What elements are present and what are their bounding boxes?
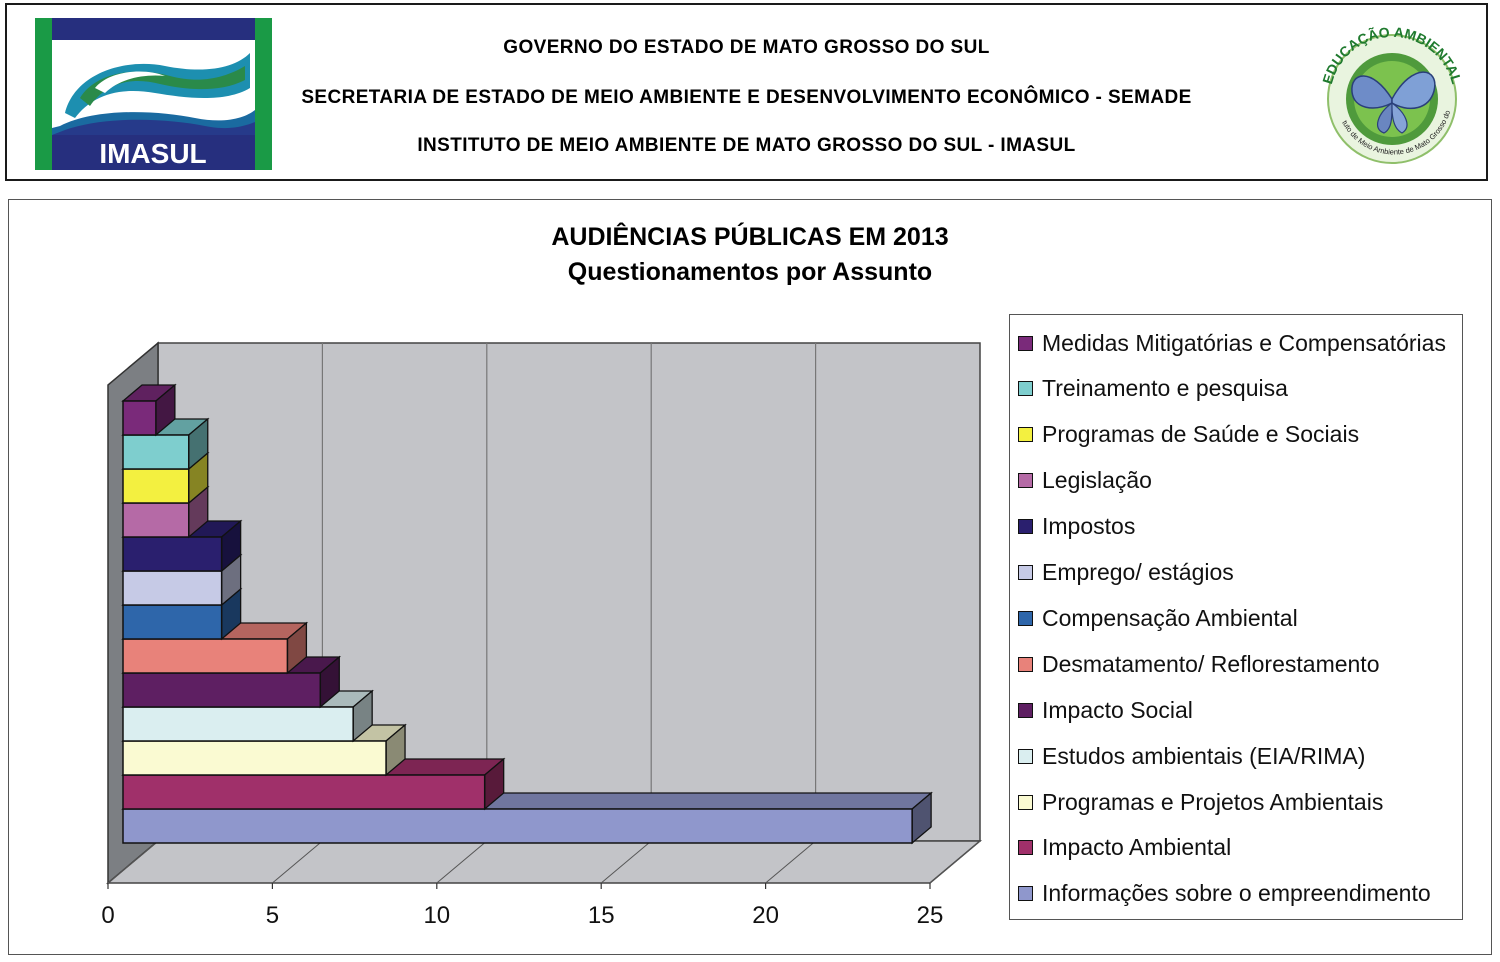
x-tick-label: 10 (423, 902, 450, 929)
chart-subtitle: Questionamentos por Assunto (567, 258, 933, 286)
legend-item: Emprego/ estágios (1018, 558, 1234, 588)
floor-gridline (272, 840, 323, 884)
x-tick-label: 0 (101, 902, 114, 929)
legend-item: Compensação Ambiental (1018, 603, 1298, 633)
bar (122, 570, 223, 606)
floor-gridline (107, 840, 159, 884)
chart-title: AUDIÊNCIAS PÚBLICAS EM 2013 (551, 223, 949, 251)
legend-label: Informações sobre o empreendimento (1042, 880, 1431, 907)
environmental-education-logo: EDUCAÇÃO AMBIENTAL Instituto de Meio Amb… (1312, 17, 1465, 164)
floor-gridline (436, 840, 488, 884)
chart-legend: Medidas Mitigatórias e Compensatórias Tre… (1009, 314, 1463, 920)
bar (122, 434, 190, 470)
legend-label: Medidas Mitigatórias e Compensatórias (1042, 329, 1446, 356)
legend-swatch (1018, 335, 1033, 351)
legend-label: Legislação (1042, 467, 1152, 494)
legend-label: Treinamento e pesquisa (1042, 375, 1288, 402)
legend-item: Programas e Projetos Ambientais (1018, 787, 1383, 817)
legend-item: Impacto Social (1018, 695, 1193, 725)
legend-label: Emprego/ estágios (1042, 559, 1234, 585)
legend-swatch (1018, 519, 1033, 535)
bar (122, 808, 913, 844)
legend-label: Compensação Ambiental (1042, 604, 1298, 631)
legend-item: Desmatamento/ Reflorestamento (1018, 649, 1380, 679)
chart-floor (105, 840, 983, 884)
x-tick-label: 20 (752, 902, 779, 929)
legend-swatch (1018, 473, 1033, 489)
legend-item: Legislação (1018, 466, 1152, 496)
bar (122, 604, 223, 640)
legend-swatch (1018, 748, 1033, 764)
floor-gridline (600, 840, 652, 884)
bar (122, 774, 486, 810)
header-line-institute: INSTITUTO DE MEIO AMBIENTE DE MATO GROSS… (417, 135, 1076, 156)
page-header: IMASUL GOVERNO DO ESTADO DE MATO GROSSO … (5, 3, 1488, 181)
bar (122, 536, 223, 572)
floor-gridline (765, 840, 816, 884)
x-tick-label: 5 (266, 902, 279, 929)
legend-item: Programas de Saúde e Sociais (1018, 420, 1359, 450)
legend-label: Estudos ambientais (EIA/RIMA) (1042, 742, 1366, 769)
legend-swatch (1018, 702, 1033, 718)
legend-swatch (1018, 565, 1033, 580)
legend-label: Impacto Social (1042, 696, 1193, 723)
legend-label: Desmatamento/ Reflorestamento (1042, 650, 1380, 677)
legend-label: Impostos (1042, 513, 1136, 540)
imasul-logo: IMASUL (35, 18, 272, 170)
header-line-government: GOVERNO DO ESTADO DE MATO GROSSO DO SUL (503, 37, 990, 58)
bar (122, 672, 322, 708)
legend-item: Medidas Mitigatórias e Compensatórias (1018, 328, 1446, 358)
legend-swatch (1018, 656, 1033, 672)
legend-swatch (1018, 886, 1033, 902)
legend-item: Impostos (1018, 512, 1135, 542)
legend-item: Impacto Ambiental (1018, 833, 1231, 863)
x-tick-label: 25 (917, 902, 944, 929)
legend-item: Estudos ambientais (EIA/RIMA) (1018, 741, 1365, 771)
bar (122, 502, 190, 538)
legend-swatch (1018, 381, 1033, 397)
legend-swatch (1018, 610, 1033, 626)
legend-label: Programas de Saúde e Sociais (1042, 421, 1360, 448)
bar (122, 740, 387, 776)
legend-label: Programas e Projetos Ambientais (1042, 788, 1384, 815)
svg-text:IMASUL: IMASUL (99, 138, 206, 169)
legend-item: Informações sobre o empreendimento (1018, 879, 1431, 909)
floor-gridline (929, 840, 981, 884)
legend-swatch (1018, 840, 1033, 856)
legend-swatch (1018, 427, 1033, 443)
x-tick-label: 15 (588, 902, 615, 929)
bar (122, 638, 289, 674)
legend-item: Treinamento e pesquisa (1018, 374, 1288, 404)
legend-label: Impacto Ambiental (1042, 834, 1232, 861)
legend-swatch (1018, 794, 1033, 810)
bar (122, 468, 190, 504)
bar (122, 706, 354, 742)
header-line-secretariat: SECRETARIA DE ESTADO DE MEIO AMBIENTE E … (301, 87, 1192, 108)
bar (122, 400, 157, 436)
